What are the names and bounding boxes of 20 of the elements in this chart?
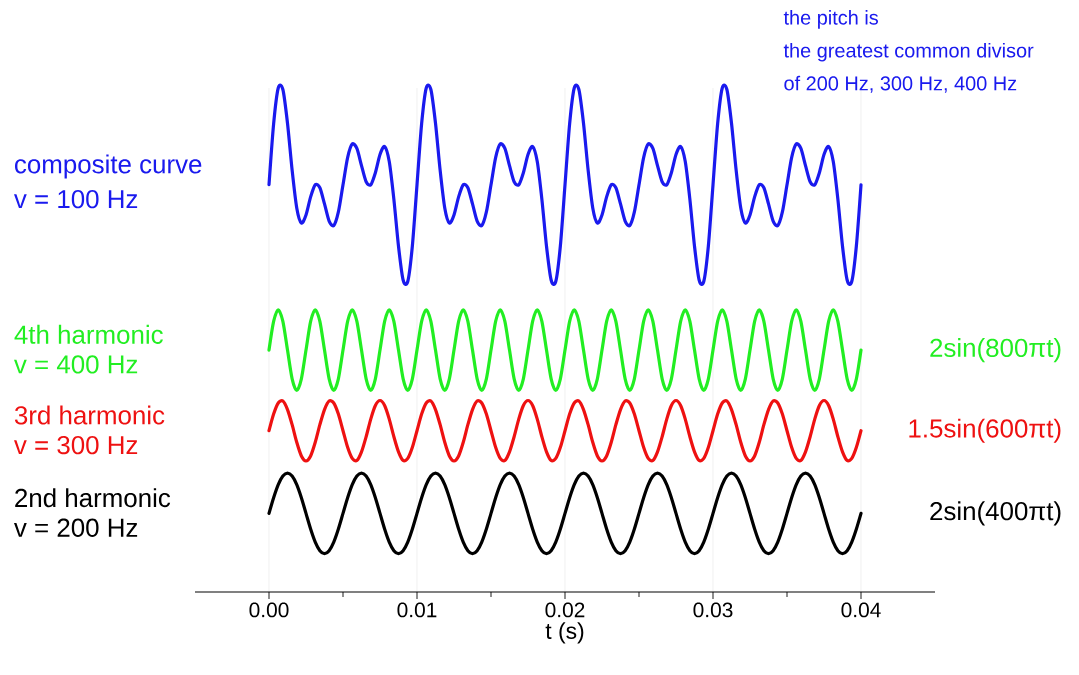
text: 4th harmonic <box>14 324 163 344</box>
annotation: 1.5sin(600πt) <box>909 418 1061 443</box>
annotation: 2sin(400πt) <box>930 501 1061 526</box>
text: v = 200 Hz <box>13 518 138 537</box>
x-tick-label: 0.04 <box>841 602 881 618</box>
text: v = 400 Hz <box>13 355 138 374</box>
x-tick-label: 0.00 <box>249 602 289 618</box>
x-axis-title: t (s) <box>545 622 584 644</box>
text: 3rd harmonic <box>14 405 165 425</box>
text: 2nd harmonic <box>15 488 171 508</box>
text: v = 100 Hz <box>13 189 138 209</box>
annotation: 2sin(800πt) <box>930 338 1061 363</box>
text: the pitch is <box>783 10 878 29</box>
annotation: of 200 Hz, 300 Hz, 400 Hz <box>784 75 1017 93</box>
x-tick-label: 0.02 <box>545 602 585 618</box>
x-tick-label: 0.03 <box>693 602 733 618</box>
text: composite curve <box>14 154 202 179</box>
text: v = 300 Hz <box>13 435 138 455</box>
text: the greatest common divisor <box>783 42 1034 62</box>
x-tick-label: 0.01 <box>397 602 437 618</box>
